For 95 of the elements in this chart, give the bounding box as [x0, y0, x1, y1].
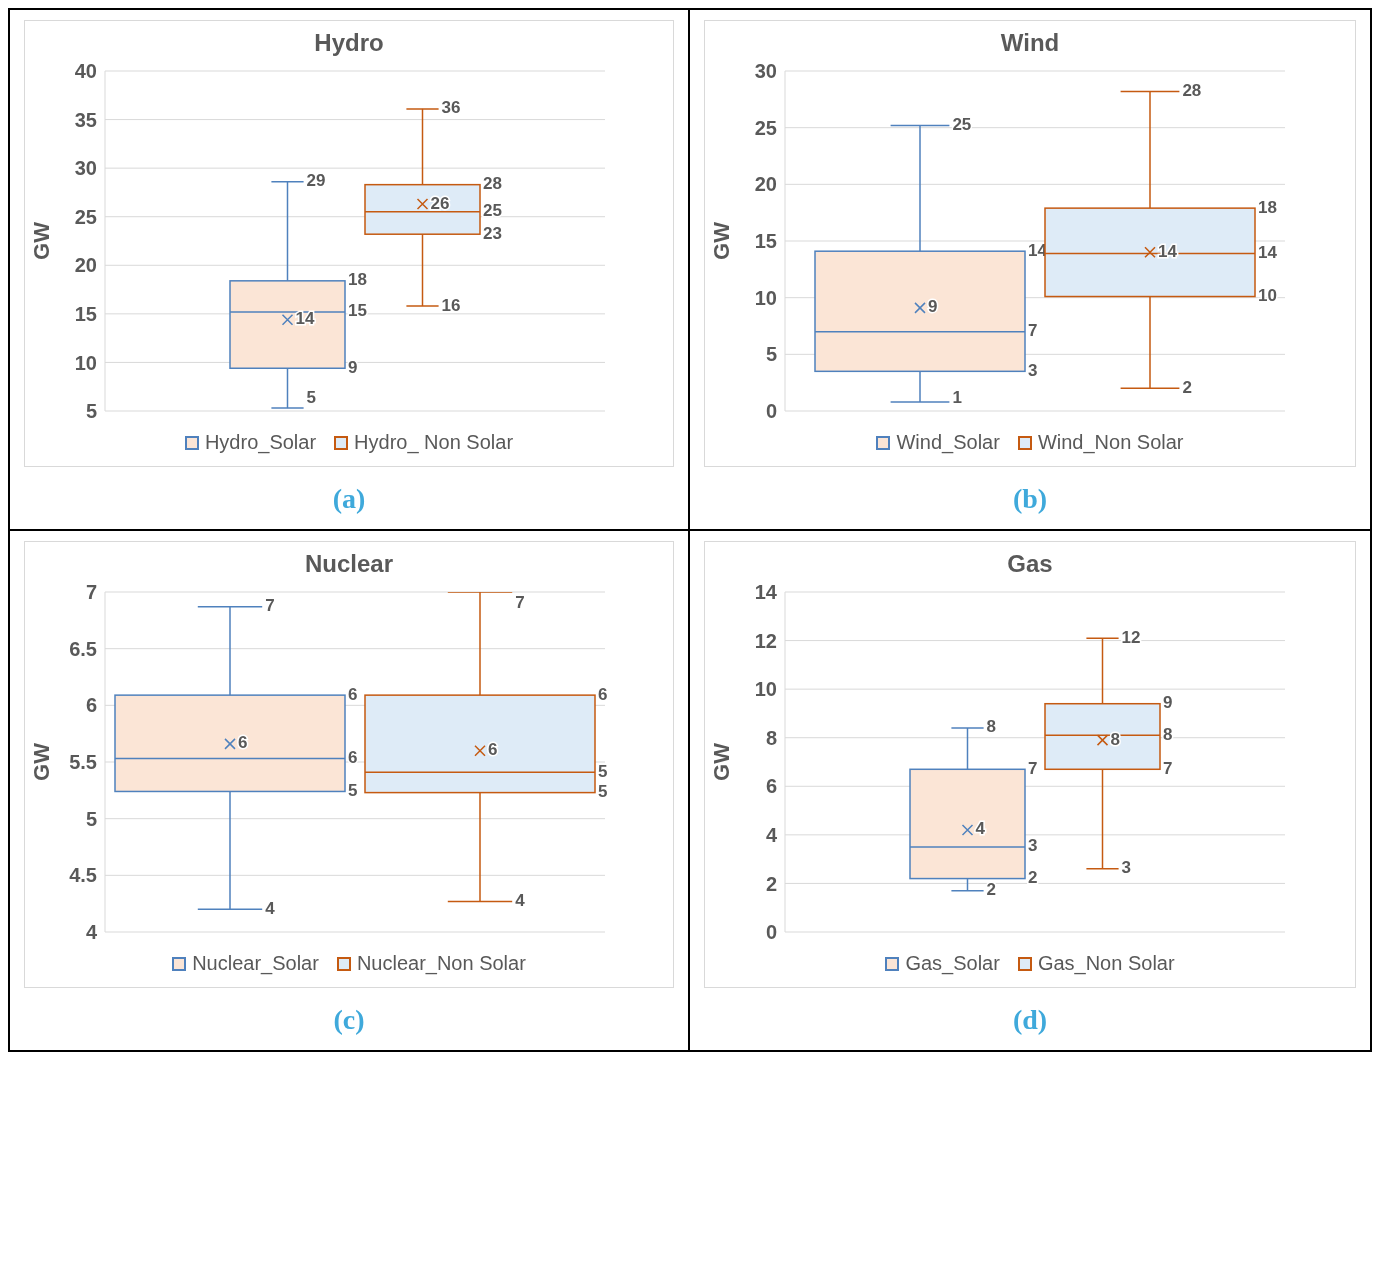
text: 9 — [928, 297, 938, 317]
text: 14 — [1258, 242, 1277, 262]
text: 6 — [598, 684, 608, 704]
text: 5 — [598, 782, 608, 802]
text: 2 — [1028, 868, 1038, 888]
text: 25 — [952, 114, 972, 134]
text: 3 — [1028, 836, 1038, 856]
text: (b) — [1011, 483, 1049, 515]
y-tick-label: 6 — [85, 694, 97, 717]
y-tick-label: 0 — [765, 400, 777, 423]
chart-title: Nuclear — [303, 550, 394, 578]
y-axis-title: GW — [708, 742, 734, 781]
y-tick-label: 20 — [74, 254, 97, 277]
y-axis-title: GW — [28, 742, 54, 781]
text: 7 — [1163, 758, 1173, 778]
y-tick-label: 30 — [754, 60, 777, 83]
legend-label: Hydro_Solar — [204, 431, 317, 454]
text: 4 — [515, 890, 525, 910]
legend-label: Nuclear_Non Solar — [356, 952, 526, 975]
y-tick-label: 4 — [765, 823, 778, 846]
text: 18 — [348, 270, 367, 290]
y-tick-label: 40 — [74, 60, 97, 83]
text: 28 — [1182, 80, 1202, 100]
y-tick-label: 0 — [765, 921, 777, 944]
text: (a) — [331, 483, 367, 515]
y-axis-title: GW — [28, 221, 54, 260]
y-tick-label: 5.5 — [69, 751, 97, 774]
y-axis-title: GW — [708, 221, 734, 260]
legend-label: Gas_Solar — [905, 952, 1000, 975]
text: 6 — [238, 733, 248, 753]
text: 29 — [306, 171, 326, 191]
text: 3 — [1028, 360, 1038, 380]
legend-label: Gas_Non Solar — [1037, 952, 1175, 975]
y-tick-label: 15 — [74, 302, 97, 325]
legend-label: Wind_Non Solar — [1037, 431, 1184, 454]
text: 16 — [441, 295, 461, 315]
text: 1 — [952, 388, 962, 408]
y-tick-label: 14 — [754, 581, 778, 604]
y-tick-label: 6 — [765, 775, 777, 798]
text: 25 — [483, 201, 502, 221]
text: 9 — [1163, 693, 1173, 713]
text: (c) — [332, 1004, 366, 1036]
text: 14 — [295, 309, 315, 329]
text: 12 — [1121, 627, 1141, 647]
y-tick-label: 10 — [74, 351, 97, 374]
y-tick-label: 4.5 — [69, 864, 97, 887]
y-tick-label: 12 — [754, 629, 777, 652]
text: 8 — [1163, 724, 1173, 744]
text: 28 — [483, 174, 502, 194]
y-tick-label: 35 — [74, 108, 97, 131]
y-tick-label: 15 — [754, 230, 777, 253]
legend-label: Hydro_ Non Solar — [354, 431, 514, 454]
text: 5 — [598, 761, 608, 781]
text: 5 — [306, 388, 317, 408]
chart-title: Wind — [999, 29, 1061, 57]
y-tick-label: 10 — [754, 678, 777, 701]
text: 2 — [986, 880, 997, 900]
y-tick-label: 25 — [74, 205, 97, 228]
text: 7 — [1028, 758, 1038, 778]
text: 15 — [348, 301, 367, 321]
text: 2 — [1182, 377, 1192, 397]
chart-title: Gas — [1006, 550, 1054, 578]
y-tick-label: 5 — [85, 400, 97, 423]
text: 6 — [488, 740, 498, 760]
y-tick-label: 7 — [85, 581, 97, 604]
y-tick-label: 10 — [754, 286, 777, 309]
text: 18 — [1258, 197, 1277, 217]
legend-label: Wind_Solar — [896, 431, 1000, 454]
text: 7 — [1028, 321, 1038, 341]
text: 10 — [1258, 286, 1277, 306]
text: 4 — [975, 819, 985, 839]
text: (d) — [1011, 1004, 1049, 1036]
text: 7 — [515, 593, 525, 613]
text: 7 — [265, 596, 275, 616]
y-tick-label: 2 — [765, 872, 777, 895]
text: 6 — [348, 684, 358, 704]
text: 36 — [441, 98, 461, 118]
chart-title: Hydro — [313, 29, 385, 57]
y-tick-label: 5 — [765, 343, 777, 366]
text: 3 — [1121, 858, 1132, 878]
y-tick-label: 30 — [74, 157, 97, 180]
y-tick-label: 8 — [765, 726, 777, 749]
text: 4 — [265, 898, 275, 918]
text: 23 — [483, 223, 502, 243]
legend-label: Nuclear_Solar — [192, 952, 319, 975]
y-tick-label: 5 — [85, 807, 97, 830]
text: 6 — [348, 748, 358, 768]
y-tick-label: 6.5 — [69, 637, 97, 660]
y-tick-label: 25 — [754, 116, 777, 139]
text: 8 — [986, 717, 997, 737]
y-tick-label: 20 — [754, 173, 777, 196]
y-tick-label: 4 — [85, 921, 98, 944]
text: 5 — [348, 780, 358, 800]
text: 9 — [348, 357, 358, 377]
text: 26 — [430, 193, 450, 213]
